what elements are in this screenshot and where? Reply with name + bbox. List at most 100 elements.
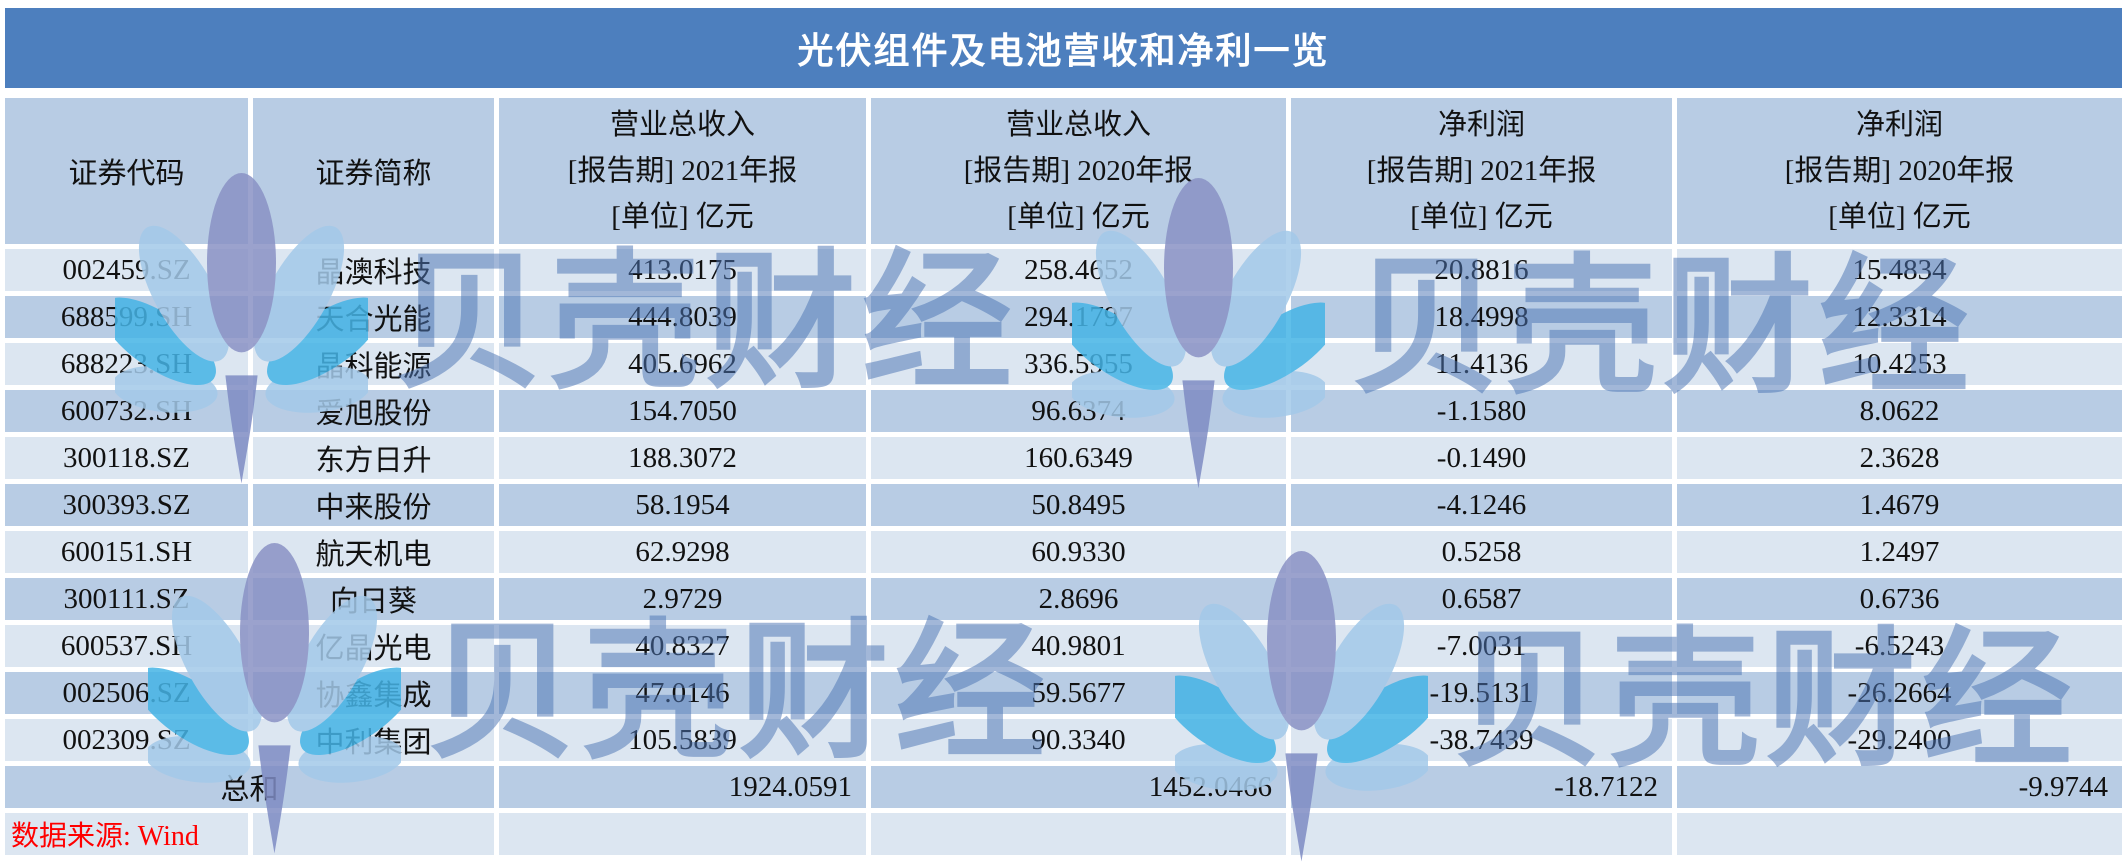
profit-2021-cell: -0.1490 xyxy=(1291,437,1672,479)
revenue-2020-cell: 96.6374 xyxy=(871,390,1286,432)
total-label-cell: 总和 xyxy=(5,766,494,808)
header-line1: 营业总收入 xyxy=(609,109,755,141)
total-revenue-2020-cell: 1452.0466 xyxy=(871,766,1286,808)
revenue-2020-cell: 258.4652 xyxy=(871,249,1286,291)
col-header-stock-name: 证券简称 xyxy=(253,98,494,244)
header-line3: [单位] 亿元 xyxy=(611,201,754,233)
revenue-2021-cell: 154.7050 xyxy=(499,390,866,432)
stock-code-cell: 688599.SH xyxy=(5,296,248,338)
col-header-profit-2021: 净利润 [报告期] 2021年报 [单位] 亿元 xyxy=(1291,98,1672,244)
table-row: 002506.SZ 协鑫集成 47.0146 59.5677 -19.5131 -26.2… xyxy=(5,672,2122,714)
empty-cell xyxy=(499,813,866,855)
total-profit-2021-cell: -18.7122 xyxy=(1291,766,1672,808)
revenue-2020-cell: 2.8696 xyxy=(871,578,1286,620)
profit-2021-cell: -7.0031 xyxy=(1291,625,1672,667)
profit-2020-cell: 2.3628 xyxy=(1677,437,2122,479)
table-row: 688599.SH 天合光能 444.8039 294.1797 18.4998 12.3… xyxy=(5,296,2122,338)
financial-table: 证券代码 证券简称 营业总收入 [报告期] 2021年报 [单位] 亿元 营业总… xyxy=(0,93,2127,860)
profit-2021-cell: 18.4998 xyxy=(1291,296,1672,338)
table-row: 002309.SZ 中利集团 105.5839 90.3340 -38.7439 -29.… xyxy=(5,719,2122,761)
table-row: 600151.SH 航天机电 62.9298 60.9330 0.5258 1.2497 xyxy=(5,531,2122,573)
revenue-2021-cell: 413.0175 xyxy=(499,249,866,291)
profit-2021-cell: 11.4136 xyxy=(1291,343,1672,385)
col-header-profit-2020: 净利润 [报告期] 2020年报 [单位] 亿元 xyxy=(1677,98,2122,244)
stock-name-cell: 爱旭股份 xyxy=(253,390,494,432)
source-row: 数据来源: Wind xyxy=(5,813,2122,855)
profit-2020-cell: -29.2400 xyxy=(1677,719,2122,761)
empty-cell xyxy=(1677,813,2122,855)
profit-2020-cell: -26.2664 xyxy=(1677,672,2122,714)
profit-2021-cell: 0.5258 xyxy=(1291,531,1672,573)
profit-2021-cell: -1.1580 xyxy=(1291,390,1672,432)
profit-2020-cell: 1.2497 xyxy=(1677,531,2122,573)
revenue-2020-cell: 294.1797 xyxy=(871,296,1286,338)
header-line2: [报告期] 2021年报 xyxy=(1366,155,1597,187)
header-line3: [单位] 亿元 xyxy=(1410,201,1553,233)
stock-code-cell: 300393.SZ xyxy=(5,484,248,526)
stock-code-cell: 002309.SZ xyxy=(5,719,248,761)
table-title-bar: 光伏组件及电池营收和净利一览 xyxy=(5,8,2122,88)
revenue-2020-cell: 336.5955 xyxy=(871,343,1286,385)
stock-name-cell: 天合光能 xyxy=(253,296,494,338)
profit-2020-cell: 15.4834 xyxy=(1677,249,2122,291)
header-line2: [报告期] 2021年报 xyxy=(567,155,798,187)
revenue-2020-cell: 40.9801 xyxy=(871,625,1286,667)
revenue-2020-cell: 90.3340 xyxy=(871,719,1286,761)
stock-name-cell: 航天机电 xyxy=(253,531,494,573)
revenue-2021-cell: 444.8039 xyxy=(499,296,866,338)
table-row: 002459.SZ 晶澳科技 413.0175 258.4652 20.8816 15.4… xyxy=(5,249,2122,291)
empty-cell xyxy=(253,813,494,855)
total-revenue-2021-cell: 1924.0591 xyxy=(499,766,866,808)
header-line3: [单位] 亿元 xyxy=(1007,201,1150,233)
header-line3: [单位] 亿元 xyxy=(1828,201,1971,233)
data-source-label: 数据来源: Wind xyxy=(5,813,248,855)
revenue-2020-cell: 50.8495 xyxy=(871,484,1286,526)
header-line2: [报告期] 2020年报 xyxy=(963,155,1194,187)
stock-code-cell: 600732.SH xyxy=(5,390,248,432)
empty-cell xyxy=(871,813,1286,855)
revenue-2021-cell: 47.0146 xyxy=(499,672,866,714)
revenue-2021-cell: 62.9298 xyxy=(499,531,866,573)
col-header-revenue-2021: 营业总收入 [报告期] 2021年报 [单位] 亿元 xyxy=(499,98,866,244)
stock-code-cell: 002506.SZ xyxy=(5,672,248,714)
profit-2020-cell: 10.4253 xyxy=(1677,343,2122,385)
stock-code-cell: 600537.SH xyxy=(5,625,248,667)
stock-name-cell: 协鑫集成 xyxy=(253,672,494,714)
table-row: 300111.SZ 向日葵 2.9729 2.8696 0.6587 0.6736 xyxy=(5,578,2122,620)
profit-2020-cell: 1.4679 xyxy=(1677,484,2122,526)
table-row: 600732.SH 爱旭股份 154.7050 96.6374 -1.1580 8.062… xyxy=(5,390,2122,432)
revenue-2021-cell: 188.3072 xyxy=(499,437,866,479)
profit-2021-cell: 0.6587 xyxy=(1291,578,1672,620)
header-line1: 净利润 xyxy=(1437,109,1525,141)
total-profit-2020-cell: -9.9744 xyxy=(1677,766,2122,808)
stock-name-cell: 东方日升 xyxy=(253,437,494,479)
table-row: 600537.SH 亿晶光电 40.8327 40.9801 -7.0031 -6.524… xyxy=(5,625,2122,667)
stock-code-cell: 300118.SZ xyxy=(5,437,248,479)
header-line1: 净利润 xyxy=(1855,109,1943,141)
revenue-2021-cell: 40.8327 xyxy=(499,625,866,667)
stock-name-cell: 向日葵 xyxy=(253,578,494,620)
profit-2021-cell: -4.1246 xyxy=(1291,484,1672,526)
total-row: 总和 1924.0591 1452.0466 -18.7122 -9.9744 xyxy=(5,766,2122,808)
profit-2021-cell: -19.5131 xyxy=(1291,672,1672,714)
revenue-2020-cell: 59.5677 xyxy=(871,672,1286,714)
revenue-2021-cell: 58.1954 xyxy=(499,484,866,526)
table-row: 300393.SZ 中来股份 58.1954 50.8495 -4.1246 1.4679 xyxy=(5,484,2122,526)
stock-name-cell: 晶澳科技 xyxy=(253,249,494,291)
table-row: 688223.SH 晶科能源 405.6962 336.5955 11.4136 10.4… xyxy=(5,343,2122,385)
header-row: 证券代码 证券简称 营业总收入 [报告期] 2021年报 [单位] 亿元 营业总… xyxy=(5,98,2122,244)
profit-2020-cell: 0.6736 xyxy=(1677,578,2122,620)
revenue-2021-cell: 405.6962 xyxy=(499,343,866,385)
revenue-2021-cell: 2.9729 xyxy=(499,578,866,620)
header-line2: [报告期] 2020年报 xyxy=(1784,155,2015,187)
profit-2020-cell: -6.5243 xyxy=(1677,625,2122,667)
table-title: 光伏组件及电池营收和净利一览 xyxy=(797,31,1330,71)
header-line1: 营业总收入 xyxy=(1005,109,1151,141)
revenue-2020-cell: 160.6349 xyxy=(871,437,1286,479)
profit-2020-cell: 8.0622 xyxy=(1677,390,2122,432)
stock-code-cell: 300111.SZ xyxy=(5,578,248,620)
profit-2021-cell: 20.8816 xyxy=(1291,249,1672,291)
profit-2020-cell: 12.3314 xyxy=(1677,296,2122,338)
stock-code-cell: 688223.SH xyxy=(5,343,248,385)
